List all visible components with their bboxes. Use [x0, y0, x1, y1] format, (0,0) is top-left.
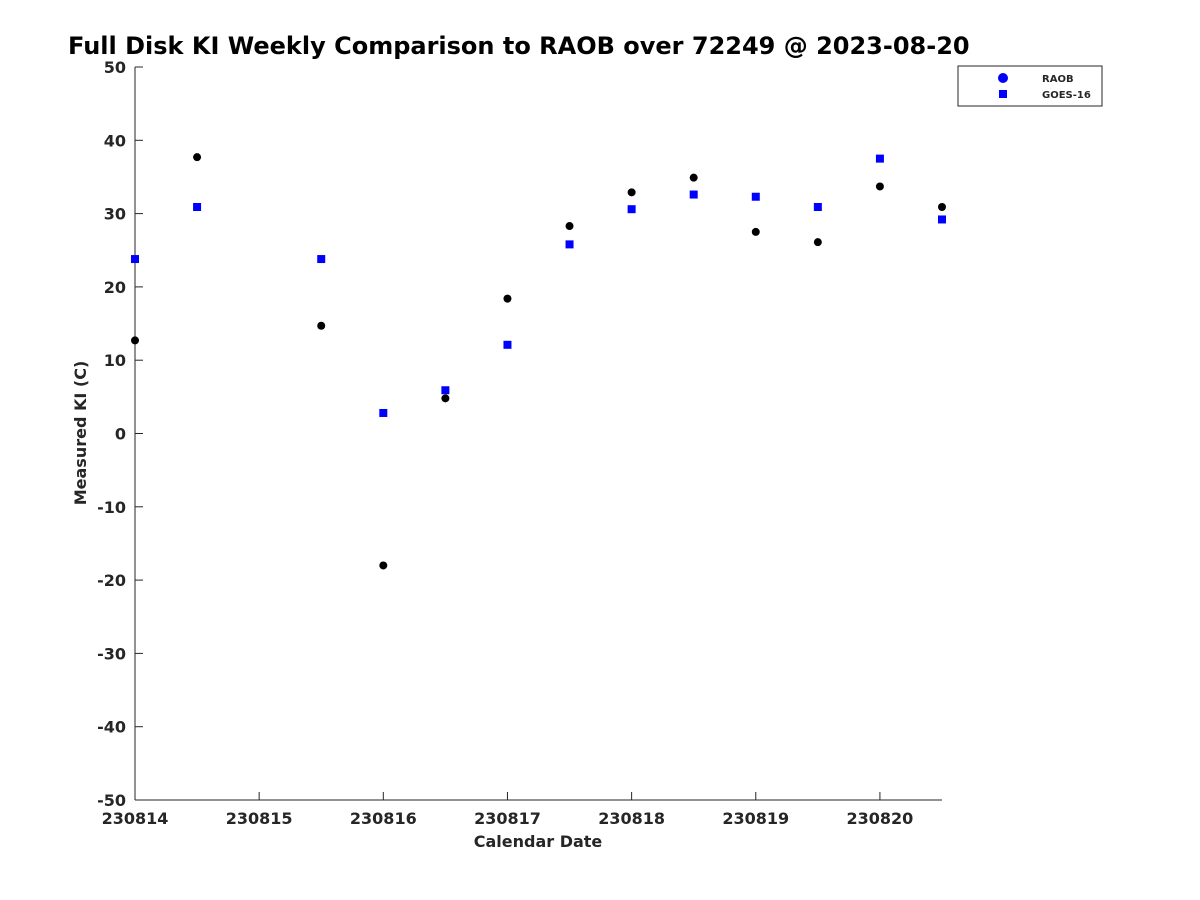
goes16-point	[751, 192, 760, 201]
goes16-point	[193, 203, 202, 212]
y-tick-label: -50	[97, 791, 126, 810]
y-tick-label: 10	[104, 351, 126, 370]
x-tick-label: 230819	[722, 809, 789, 828]
y-tick-label: 0	[115, 425, 126, 444]
raob-point	[875, 182, 884, 191]
goes16-point	[503, 340, 512, 349]
y-tick-label: -10	[97, 498, 126, 517]
legend-marker-goes16	[999, 90, 1007, 98]
series-raob	[131, 153, 946, 570]
raob-point	[503, 294, 512, 303]
raob-point	[751, 227, 760, 236]
goes16-point	[875, 154, 884, 163]
legend-box	[957, 65, 1103, 107]
y-tick-label: 20	[104, 278, 126, 297]
y-tick-label: -40	[97, 718, 126, 737]
raob-point	[441, 394, 450, 403]
goes16-point	[627, 205, 636, 214]
y-tick-label: -20	[97, 571, 126, 590]
chart-title: Full Disk KI Weekly Comparison to RAOB o…	[68, 32, 970, 60]
raob-point	[193, 153, 202, 162]
x-ticks: 230814 230815 230816 230817 230818 230819 2308…	[102, 792, 914, 828]
y-tick-label: 50	[104, 58, 126, 77]
y-tick-label: 40	[104, 131, 126, 150]
goes16-point	[938, 215, 946, 224]
x-tick-label: 230816	[350, 809, 417, 828]
x-tick-label: 230817	[474, 809, 541, 828]
raob-point	[131, 336, 139, 345]
goes16-point	[379, 408, 388, 417]
y-axis-label: Measured KI (C)	[71, 361, 90, 506]
raob-point	[317, 321, 326, 330]
raob-point	[813, 238, 822, 247]
data-series	[131, 153, 946, 570]
y-tick-label: -30	[97, 644, 126, 663]
x-tick-label: 230820	[847, 809, 914, 828]
legend: RAOB GOES-16	[957, 65, 1103, 107]
goes16-point	[441, 386, 450, 395]
goes16-point	[565, 240, 574, 249]
legend-label: GOES-16	[1042, 90, 1091, 101]
x-tick-label: 230814	[102, 809, 169, 828]
x-axis-label: Calendar Date	[474, 832, 603, 851]
y-ticks: 50 40 30 20 10 0 -10 -20 -30 -40 -50	[97, 58, 143, 810]
raob-point	[379, 561, 388, 570]
goes16-point	[689, 190, 698, 199]
goes16-point	[813, 203, 822, 212]
legend-entries: RAOB GOES-16	[998, 73, 1091, 101]
goes16-point	[317, 255, 326, 264]
x-tick-label: 230818	[598, 809, 665, 828]
raob-point	[938, 203, 946, 212]
raob-point	[627, 188, 636, 197]
y-tick-label: 30	[104, 205, 126, 224]
series-goes-16	[131, 154, 946, 417]
legend-label: RAOB	[1042, 74, 1074, 85]
legend-marker-raob	[998, 73, 1008, 83]
goes16-point	[131, 255, 139, 264]
x-tick-label: 230815	[226, 809, 293, 828]
raob-point	[689, 173, 698, 182]
raob-point	[565, 222, 574, 231]
